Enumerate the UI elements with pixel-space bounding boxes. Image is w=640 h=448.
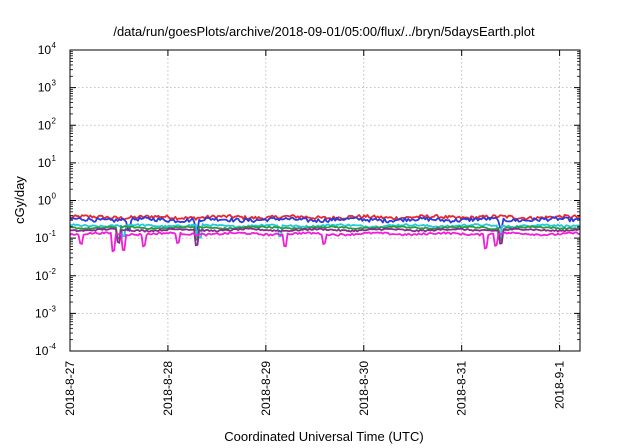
series-line-3 [69, 223, 581, 240]
y-tick-label: 102 [38, 116, 57, 132]
x-tick-label: 2018-8-28 [161, 361, 175, 416]
series-line-4 [69, 225, 581, 242]
y-tick-label: 10-2 [35, 267, 57, 283]
series-line-2 [69, 216, 581, 232]
series-layer [69, 213, 581, 253]
x-tick-label: 2018-8-31 [455, 361, 469, 416]
y-tick-label: 104 [38, 41, 57, 57]
series-line-5 [69, 227, 581, 247]
y-tick-label: 10-4 [35, 342, 57, 358]
y-tick-label: 10-3 [35, 304, 57, 320]
y-tick-label: 101 [38, 154, 57, 170]
y-tick-label: 103 [38, 79, 57, 95]
x-tick-label: 2018-8-29 [259, 361, 273, 416]
chart-title: /data/run/goesPlots/archive/2018-09-01/0… [113, 24, 535, 39]
y-axis-label: cGy/day [12, 176, 27, 224]
x-axis: 2018-8-27 2018-8-28 2018-8-29 2018-8-30 2018… [63, 50, 567, 416]
x-tick-label: 2018-8-30 [357, 361, 371, 416]
y-axis: 10-4 10-3 10-2 10-1 100 101 102 103 104 [35, 41, 580, 358]
grid [70, 50, 580, 351]
y-tick-label: 10-1 [35, 229, 57, 245]
y-tick-label: 100 [38, 192, 57, 208]
series-line-1 [69, 213, 581, 221]
x-tick-label: 2018-9-1 [553, 361, 567, 409]
x-tick-label: 2018-8-27 [63, 361, 77, 416]
x-axis-label: Coordinated Universal Time (UTC) [224, 429, 423, 444]
series-line-6 [69, 231, 581, 253]
